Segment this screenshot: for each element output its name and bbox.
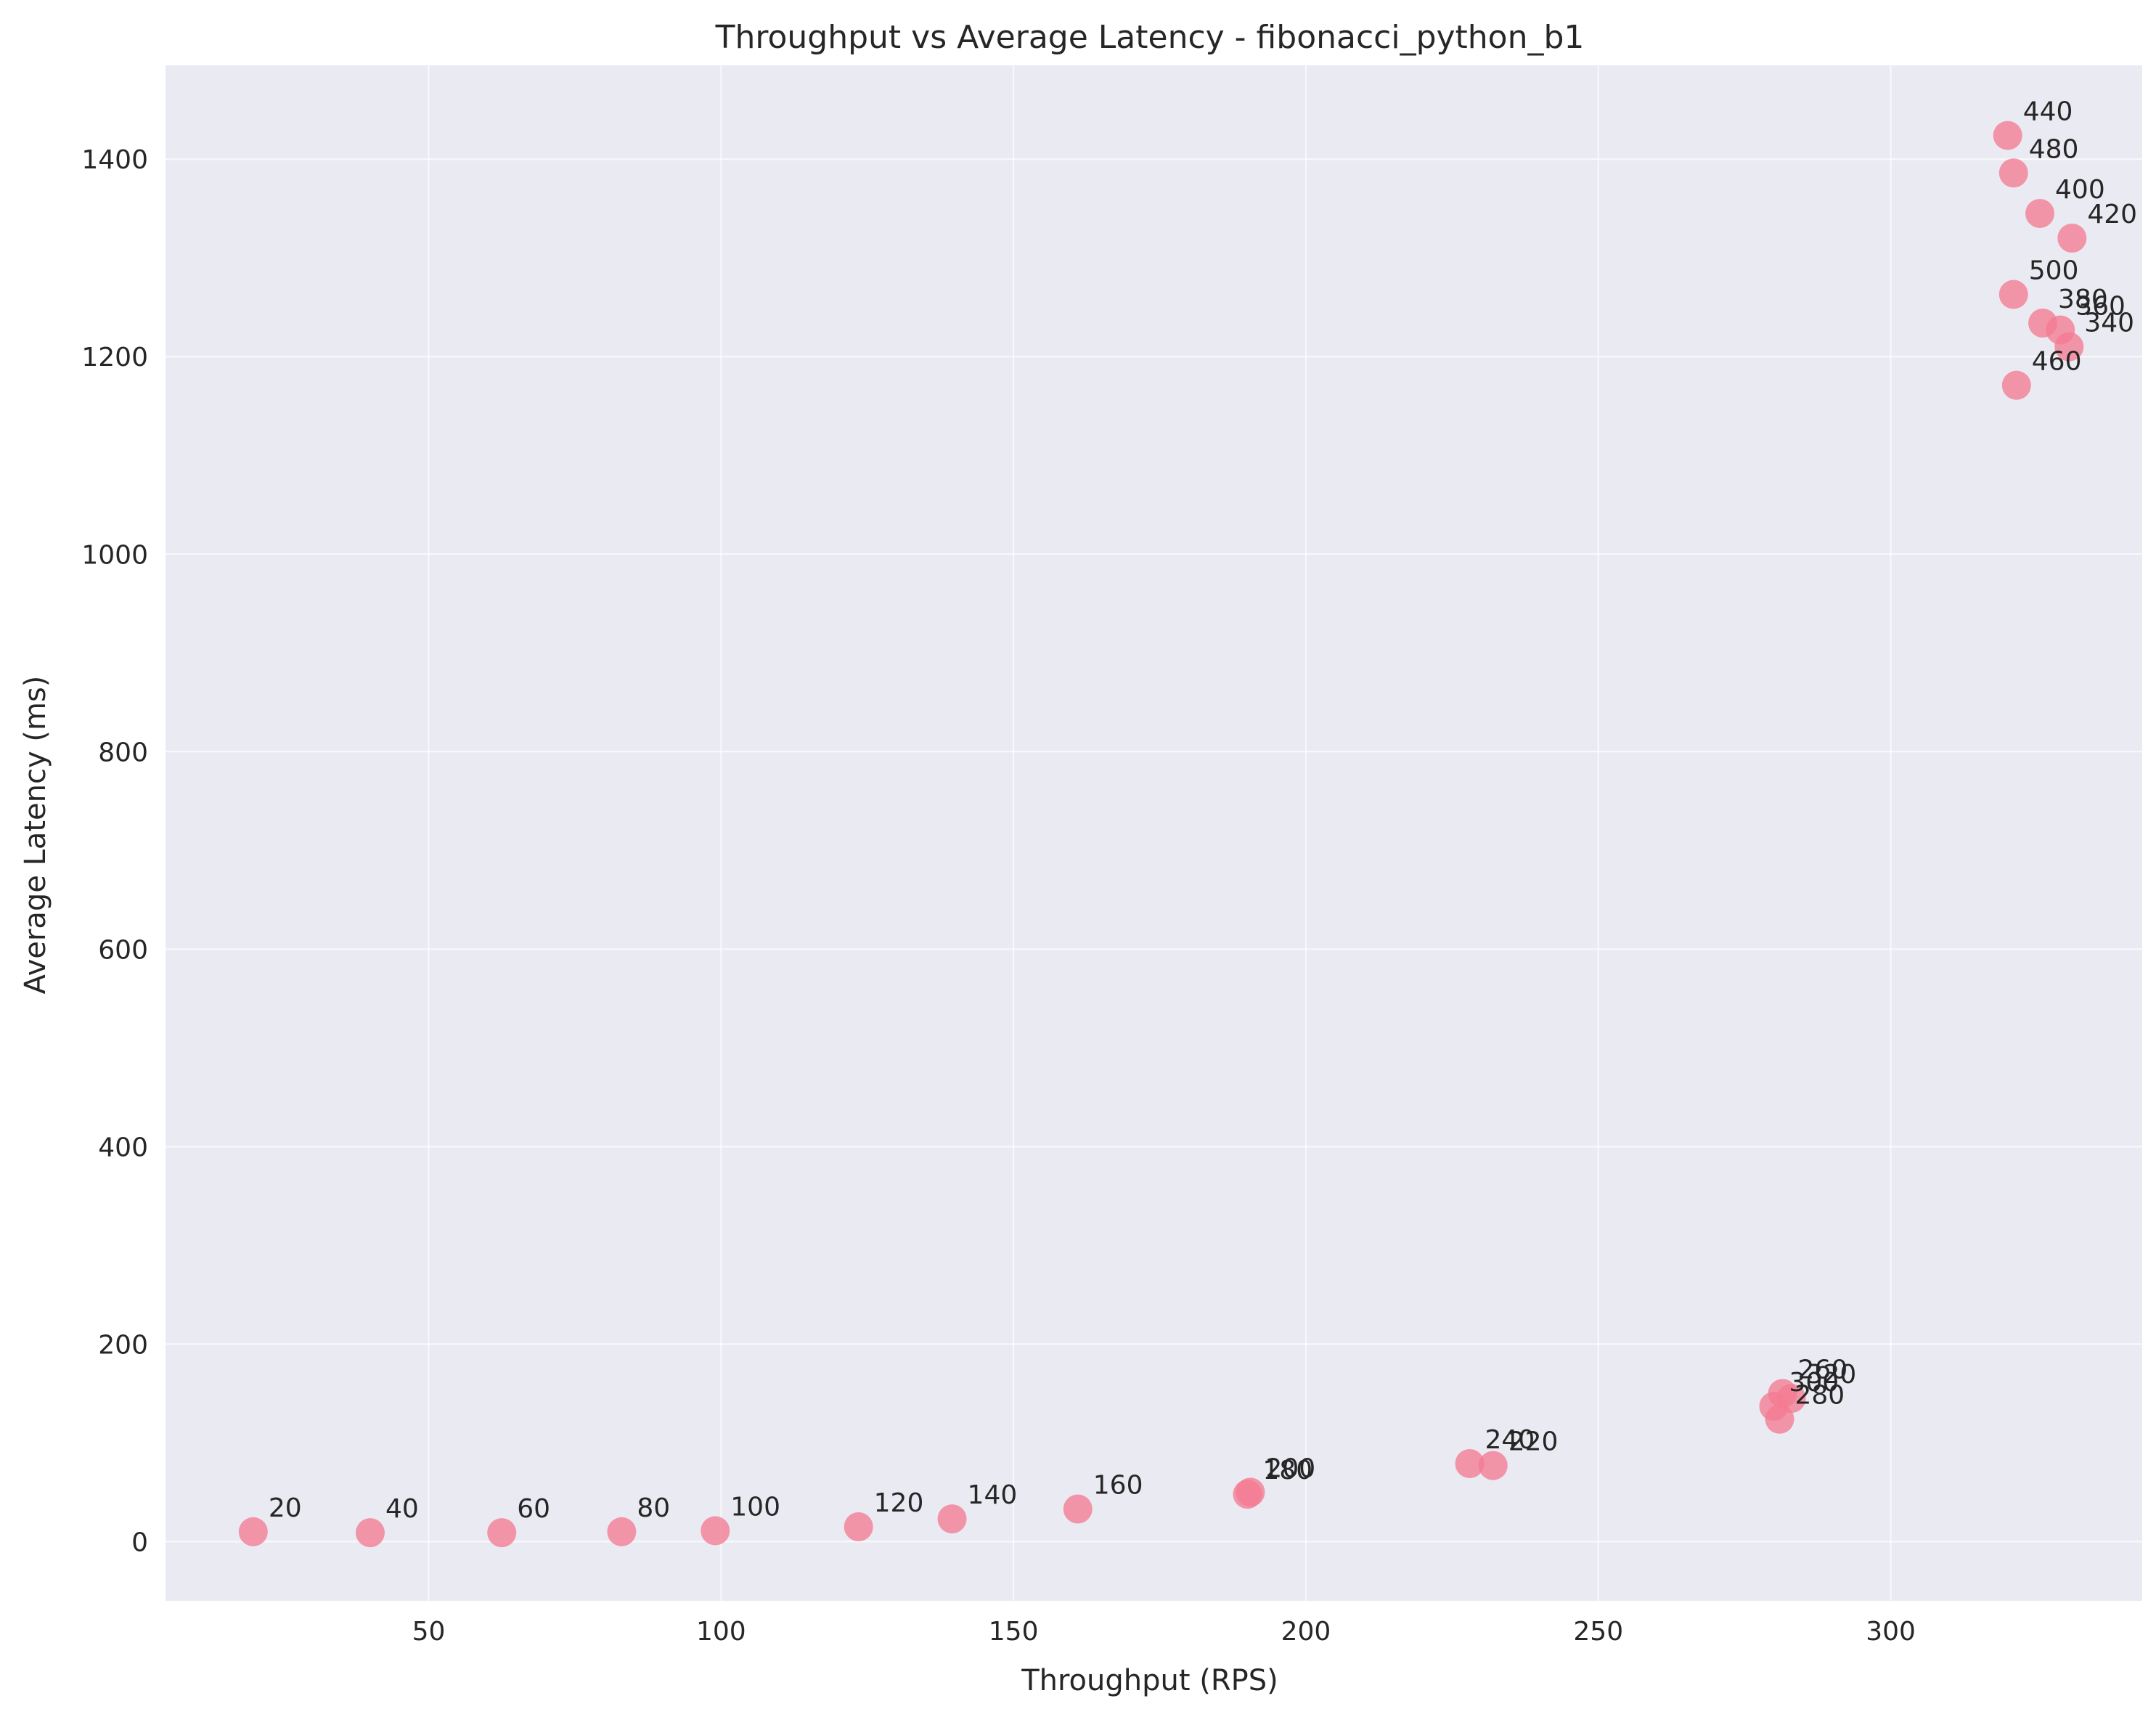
point-label: 260 <box>1798 1355 1848 1384</box>
scatter-point <box>2054 332 2084 362</box>
point-label: 200 <box>1265 1453 1315 1483</box>
point-label: 500 <box>2029 256 2079 286</box>
x-tick-label: 150 <box>989 1617 1039 1647</box>
x-tick-label: 200 <box>1281 1617 1331 1647</box>
point-label: 320 <box>1807 1360 1857 1390</box>
point-label: 60 <box>517 1494 550 1524</box>
point-label: 460 <box>2032 347 2082 377</box>
scatter-point <box>2001 370 2031 400</box>
scatter-point <box>1455 1448 1485 1478</box>
point-label: 180 <box>1262 1456 1312 1485</box>
y-tick-label: 0 <box>131 1528 148 1557</box>
scatter-point <box>487 1518 517 1548</box>
point-label: 160 <box>1093 1471 1143 1501</box>
scatter-point <box>701 1516 730 1546</box>
y-tick-label: 800 <box>98 738 148 767</box>
point-label: 220 <box>1508 1427 1559 1457</box>
scatter-point <box>844 1512 873 1541</box>
point-label: 80 <box>637 1493 670 1523</box>
point-label: 140 <box>968 1480 1018 1510</box>
y-tick-label: 200 <box>98 1330 148 1360</box>
scatter-point <box>937 1504 967 1534</box>
y-tick-label: 1200 <box>81 343 148 372</box>
x-axis-label: Throughput (RPS) <box>1021 1664 1278 1697</box>
point-label: 300 <box>1789 1368 1839 1398</box>
scatter-point <box>355 1518 385 1548</box>
scatter-point <box>607 1517 637 1546</box>
scatter-point <box>1998 158 2028 188</box>
point-label: 440 <box>2023 97 2073 127</box>
x-tick-label: 250 <box>1573 1617 1623 1647</box>
chart-title: Throughput vs Average Latency - fibonacc… <box>715 19 1585 56</box>
point-label: 40 <box>385 1494 419 1524</box>
scatter-point <box>2057 224 2087 253</box>
point-label: 360 <box>2075 292 2126 322</box>
point-label: 20 <box>269 1493 302 1523</box>
x-tick-label: 50 <box>412 1617 446 1647</box>
y-axis-ticks: 0 200 400 600 800 1000 1200 1400 <box>81 145 148 1557</box>
point-label: 340 <box>2084 309 2134 338</box>
y-tick-label: 400 <box>98 1133 148 1162</box>
point-label: 400 <box>2055 175 2105 205</box>
point-label: 100 <box>730 1492 780 1522</box>
scatter-point <box>1236 1477 1265 1507</box>
x-axis-ticks: 50 100 150 200 250 300 <box>412 1617 1916 1647</box>
grid-lines <box>166 65 2142 1601</box>
point-label: 240 <box>1485 1425 1535 1455</box>
scatter-point <box>1998 280 2028 309</box>
point-label: 280 <box>1795 1381 1845 1411</box>
point-label: 420 <box>2087 200 2137 229</box>
y-tick-label: 1400 <box>81 145 148 175</box>
plot-area <box>166 65 2142 1601</box>
scatter-point <box>1478 1451 1508 1480</box>
scatter-point <box>2025 199 2055 229</box>
point-label: 380 <box>2058 285 2108 314</box>
scatter-point <box>238 1517 268 1546</box>
x-tick-label: 100 <box>696 1617 746 1647</box>
scatter-point <box>1993 121 2022 150</box>
scatter-point <box>1063 1494 1093 1524</box>
data-points <box>238 121 2087 1548</box>
x-tick-label: 300 <box>1866 1617 1916 1647</box>
point-label: 480 <box>2029 134 2079 164</box>
y-tick-label: 600 <box>98 935 148 965</box>
y-axis-label: Average Latency (ms) <box>19 676 52 995</box>
scatter-point <box>1765 1404 1794 1434</box>
point-label: 120 <box>874 1488 924 1518</box>
y-tick-label: 1000 <box>81 540 148 570</box>
